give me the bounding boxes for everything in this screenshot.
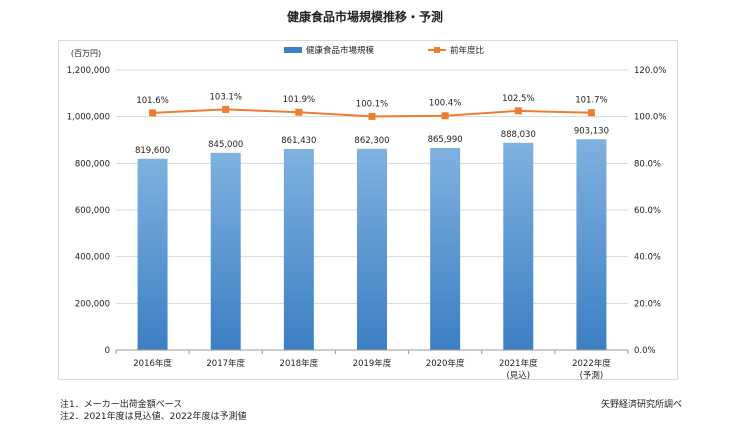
bar bbox=[430, 147, 461, 350]
x-tick-label: 2016年度 bbox=[133, 358, 172, 369]
y-right-tick-label: 80.0% bbox=[634, 159, 661, 169]
line-value-label: 100.4% bbox=[429, 99, 461, 109]
x-tick-sublabel: (見込) bbox=[506, 370, 530, 381]
y-left-tick-label: 1,200,000 bbox=[67, 66, 110, 76]
y-left-unit-label: (百万円) bbox=[71, 49, 101, 58]
legend-line-label: 前年度比 bbox=[450, 45, 484, 56]
data-labels: 819,600 845,000 861,430 862,300 865,990 888,0… bbox=[135, 92, 609, 155]
note-2: 注2．2021年度は見込値、2022年度は予測値 bbox=[60, 412, 247, 422]
y-left-tick-label: 1,000,000 bbox=[67, 113, 110, 123]
y-left-tick-label: 800,000 bbox=[75, 159, 110, 169]
line-marker bbox=[587, 109, 595, 117]
bar bbox=[576, 139, 607, 350]
line-marker bbox=[222, 105, 230, 113]
y-left-tick-label: 0 bbox=[105, 346, 110, 356]
bar bbox=[283, 148, 314, 350]
y-left-tick-label: 600,000 bbox=[75, 206, 110, 216]
line-marker bbox=[295, 108, 303, 116]
y-right-tick-label: 40.0% bbox=[634, 253, 661, 263]
line-marker bbox=[441, 112, 449, 120]
y-right-tick-label: 20.0% bbox=[634, 299, 661, 309]
x-tick-label: 2017年度 bbox=[206, 358, 245, 369]
line-value-label: 101.9% bbox=[283, 95, 315, 105]
line-marker bbox=[149, 109, 157, 117]
bar bbox=[137, 158, 168, 350]
line-value-label: 102.5% bbox=[502, 94, 534, 104]
bar-value-label: 865,990 bbox=[428, 135, 463, 145]
x-tick-label: 2021年度 bbox=[499, 358, 538, 369]
line-value-label: 100.1% bbox=[356, 99, 388, 109]
chart-title: 健康食品市場規模推移・予測 bbox=[286, 10, 443, 24]
line-marker bbox=[368, 112, 376, 120]
bar-value-label: 888,030 bbox=[501, 130, 536, 140]
x-tick-label: 2019年度 bbox=[353, 358, 392, 369]
source-note: 矢野経済研究所調べ bbox=[600, 400, 682, 410]
x-tick-label: 2022年度 bbox=[572, 358, 611, 369]
legend-bar-swatch bbox=[284, 47, 302, 53]
bar-value-label: 861,430 bbox=[281, 136, 316, 146]
y-right-tick-label: 0.0% bbox=[634, 346, 656, 356]
chart-frame bbox=[58, 40, 678, 380]
bar bbox=[357, 148, 387, 350]
legend: 健康食品市場規模 前年度比 bbox=[284, 45, 484, 56]
y-right-tick-label: 100.0% bbox=[634, 113, 666, 123]
y-right-tick-label: 120.0% bbox=[634, 66, 666, 76]
legend-bar-label: 健康食品市場規模 bbox=[306, 45, 375, 56]
line-value-label: 101.6% bbox=[136, 96, 168, 106]
x-tick-label: 2020年度 bbox=[426, 358, 465, 369]
line-series bbox=[149, 105, 595, 120]
bar bbox=[503, 142, 534, 350]
legend-line-marker bbox=[434, 47, 440, 53]
bar-value-label: 819,600 bbox=[135, 146, 170, 156]
y-right-tick-label: 60.0% bbox=[634, 206, 661, 216]
y-left-tick-label: 400,000 bbox=[75, 253, 110, 263]
line-marker bbox=[514, 107, 522, 115]
bar bbox=[210, 152, 241, 350]
x-tick-label: 2018年度 bbox=[280, 358, 319, 369]
note-1: 注1．メーカー出荷金額ベース bbox=[60, 400, 183, 410]
line-value-label: 101.7% bbox=[575, 96, 607, 106]
bar-value-label: 903,130 bbox=[574, 126, 609, 136]
x-tick-sublabel: (予測) bbox=[580, 370, 604, 381]
line-value-label: 103.1% bbox=[210, 92, 242, 102]
y-left-tick-label: 200,000 bbox=[75, 299, 110, 309]
axes: 0 0.0% 200,000 20.0% 400,000 40.0% 600,000 60.0… bbox=[67, 49, 667, 381]
bar-value-label: 845,000 bbox=[208, 140, 243, 150]
bar-series bbox=[137, 139, 607, 350]
bar-value-label: 862,300 bbox=[354, 136, 389, 146]
